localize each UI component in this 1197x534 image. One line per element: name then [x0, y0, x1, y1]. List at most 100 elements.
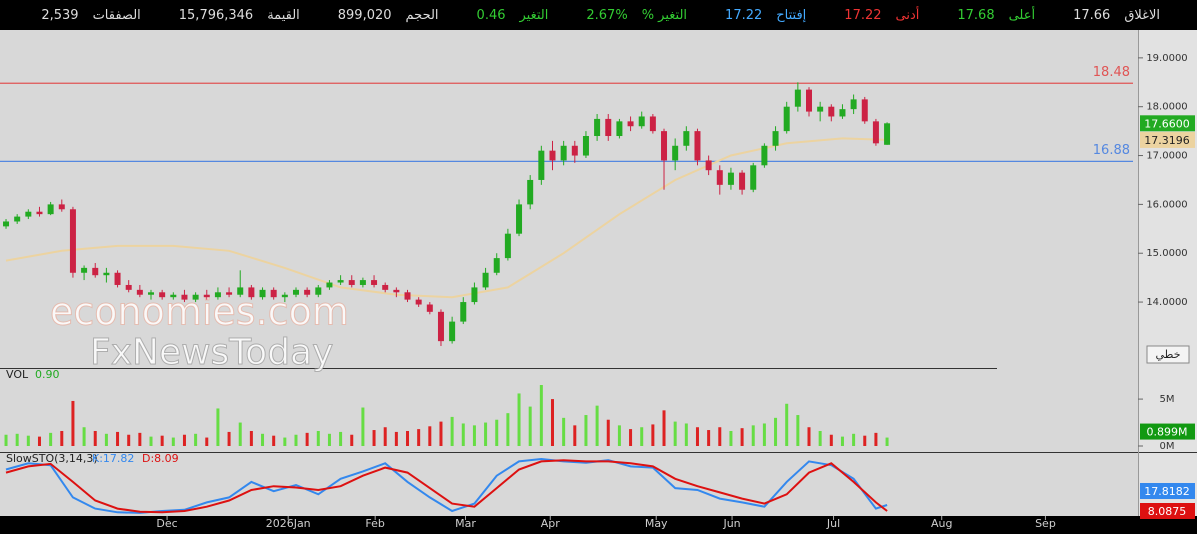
- volume-bar: [60, 430, 64, 446]
- candle-body: [594, 118, 601, 137]
- volume-bar: [439, 421, 443, 446]
- panel-title-value: 0.90: [35, 368, 60, 381]
- candle-body: [292, 289, 299, 295]
- volume-bar: [294, 434, 298, 446]
- candle-body: [460, 302, 467, 322]
- volume-bar: [484, 422, 488, 446]
- volume-bar: [261, 433, 265, 446]
- volume-bar: [283, 437, 287, 446]
- candle-body: [14, 216, 21, 222]
- x-tick-label: Dec: [156, 517, 177, 530]
- x-tick-label: Jul: [826, 517, 840, 530]
- volume-bar: [495, 419, 499, 446]
- legend-entry: D:8.09: [142, 452, 179, 465]
- candle-body: [92, 267, 99, 276]
- candle-body: [861, 99, 868, 122]
- candle-body: [839, 109, 846, 117]
- candle-body: [159, 292, 166, 298]
- volume-bar: [774, 417, 778, 446]
- x-tick-label: Feb: [365, 517, 384, 530]
- candle-body: [582, 136, 589, 156]
- value-box-label: 17.6600: [1144, 117, 1190, 130]
- stat: الصفقات 2,539: [41, 8, 140, 23]
- volume-bar: [840, 436, 844, 446]
- value-box-label: 17.3196: [1144, 134, 1190, 147]
- volume-bar: [37, 436, 41, 446]
- candle-body: [69, 209, 76, 273]
- stat-value: 17.68: [957, 7, 995, 23]
- candle-body: [739, 172, 746, 190]
- volume-bar: [194, 433, 198, 446]
- candle-body: [761, 145, 768, 166]
- y-tick-label: 18.0000: [1146, 102, 1187, 113]
- candle-body: [504, 233, 511, 259]
- stat-value: 17.22: [844, 7, 882, 23]
- volume-bar: [160, 435, 164, 446]
- candle-body: [516, 204, 523, 234]
- y-tick-label: 16.0000: [1146, 199, 1187, 210]
- volume-bar: [71, 400, 75, 446]
- stat-label: التغير: [519, 7, 549, 23]
- volume-bar: [606, 419, 610, 446]
- volume-bar: [517, 393, 521, 446]
- volume-bar: [584, 415, 588, 446]
- scale-button-label[interactable]: خطي: [1156, 348, 1181, 361]
- stat: القيمة 15,796,346: [179, 8, 300, 23]
- volume-bar: [138, 432, 142, 446]
- volume-bar: [874, 432, 878, 446]
- candle-body: [148, 292, 155, 295]
- x-tick-label: Jun: [722, 517, 740, 530]
- volume-bar: [807, 427, 811, 446]
- volume-bar: [573, 425, 577, 446]
- candle-body: [649, 116, 656, 132]
- volume-bar: [339, 431, 343, 446]
- candle-body: [549, 150, 556, 161]
- scale-button[interactable]: [1146, 345, 1190, 364]
- stat: التغير % 2.67%: [586, 8, 687, 23]
- stat-value: 0.46: [476, 7, 506, 23]
- volume-bar: [651, 424, 655, 446]
- candle-body: [81, 267, 88, 273]
- y-tick-label: 14.0000: [1146, 297, 1187, 308]
- candle-body: [727, 172, 734, 185]
- candle-body: [560, 145, 567, 161]
- candle-body: [125, 284, 132, 290]
- candle-body: [315, 287, 322, 295]
- volume-bar: [539, 385, 543, 446]
- candle-body: [415, 299, 422, 305]
- candle-body: [527, 179, 534, 205]
- moving-average: [5, 137, 888, 299]
- volume-bar: [149, 436, 153, 446]
- volume-bar: [595, 405, 599, 446]
- volume-bar: [216, 408, 220, 446]
- candle-body: [794, 89, 801, 107]
- volume-bar: [82, 427, 86, 446]
- volume-bar: [305, 432, 309, 446]
- candle-body: [661, 131, 668, 161]
- y-tick-label: 17.0000: [1146, 151, 1187, 162]
- volume-bar: [740, 428, 744, 446]
- candle-body: [404, 292, 411, 300]
- stat-value: 2,539: [41, 7, 79, 23]
- volume-bar: [707, 430, 711, 446]
- candle-body: [672, 145, 679, 161]
- candle-body: [616, 121, 623, 137]
- volume-bar: [272, 435, 276, 446]
- volume-bar: [26, 435, 30, 446]
- candle-body: [3, 221, 10, 227]
- volume-bar: [718, 427, 722, 446]
- candle-body: [58, 204, 65, 210]
- candle-body: [605, 118, 612, 137]
- candle-body: [47, 204, 54, 215]
- candle-body: [393, 289, 400, 293]
- volume-bar: [684, 423, 688, 446]
- volume-bar: [450, 416, 454, 446]
- candle-body: [426, 304, 433, 312]
- volume-bar: [762, 423, 766, 446]
- volume-bar: [116, 431, 120, 446]
- candle-body: [716, 170, 723, 185]
- volume-bar: [205, 437, 209, 446]
- x-tick-label: Mar: [455, 517, 476, 530]
- y-tick-label: 15.0000: [1146, 248, 1187, 259]
